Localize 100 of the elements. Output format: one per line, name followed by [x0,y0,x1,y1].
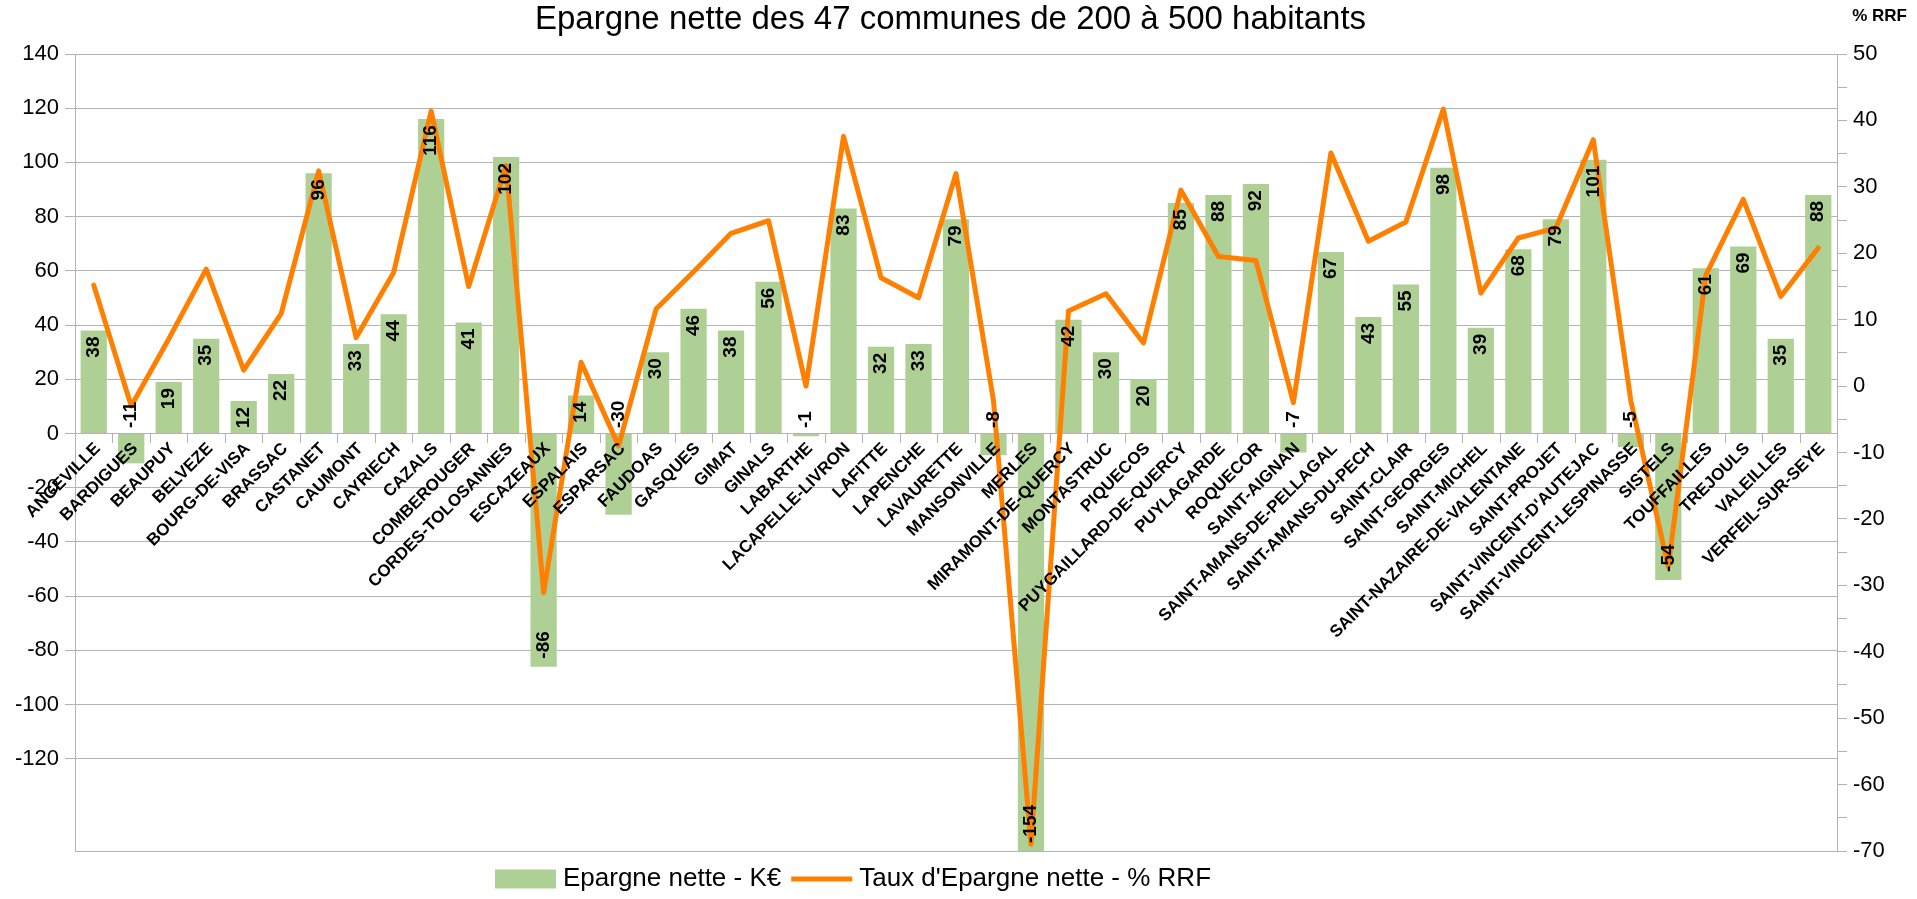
bar [1355,316,1382,434]
data-label: 96 [306,179,328,201]
y-tick-label: 100 [22,148,59,174]
data-label: 98 [1431,173,1453,195]
data-label: -5 [1619,410,1641,429]
legend-label: Epargne nette - K€ [562,862,782,893]
y2-tick-label: 20 [1853,239,1878,265]
data-label: 38 [719,336,741,358]
y2-axis-title: % RRF [1852,5,1907,25]
legend-label: Taux d'Epargne nette - % RRF [859,862,1212,893]
data-label: 79 [944,225,966,247]
bar [80,330,107,434]
data-label: 56 [756,287,778,309]
bar [1505,249,1532,434]
data-label: 88 [1206,200,1228,223]
y2-tick-label: -50 [1853,704,1885,730]
data-label: 39 [1469,333,1491,355]
y-tick-label: 60 [34,256,59,282]
y2-tick-label: 10 [1853,305,1878,331]
bar [305,173,332,434]
data-label: -54 [1656,544,1678,572]
data-label: 12 [231,406,253,429]
bar [1805,194,1832,434]
data-label: 30 [1094,358,1116,380]
y2-tick-label: 40 [1853,106,1878,132]
data-label: -86 [531,631,553,659]
bar [830,208,857,434]
data-label: 33 [344,350,366,372]
data-label: 68 [1506,255,1528,277]
y-tick-label: 20 [34,365,59,391]
data-label: 69 [1731,252,1753,274]
bar [1730,246,1757,434]
data-label: 101 [1581,165,1603,198]
bar [455,322,482,434]
bar [380,314,407,434]
data-label: 85 [1169,208,1191,231]
data-label: -11 [119,401,141,429]
data-label: 35 [1769,344,1790,366]
bar [1092,352,1120,434]
bar [1317,251,1345,434]
y-tick-label: 40 [34,311,59,337]
bar [755,281,782,434]
y2-tick-label: -30 [1853,571,1885,597]
data-label: 42 [1056,325,1078,347]
data-label: 44 [381,319,403,342]
y2-tick-label: -70 [1853,837,1885,863]
y-tick-label: -40 [27,528,59,554]
data-label: 22 [269,379,291,402]
bar [343,344,370,434]
data-label: 116 [419,125,441,156]
y2-tick-label: 0 [1853,372,1866,398]
bar [680,308,707,434]
bar [1205,194,1232,434]
data-label: 83 [831,214,853,236]
bar [193,338,220,434]
data-label: -1 [794,410,816,429]
bar [1542,219,1569,434]
data-label: -8 [981,411,1003,429]
data-label: 32 [869,352,891,374]
data-label: 46 [681,314,703,336]
y-tick-label: -80 [27,636,59,662]
data-label: 55 [1394,290,1416,312]
chart-title: Epargne nette des 47 communes de 200 à 500 habitants [534,0,1367,37]
y-tick-label: 80 [34,202,59,228]
data-label: 61 [1694,273,1716,296]
data-label: -154 [1019,804,1041,843]
y-tick-label: -60 [27,582,59,608]
data-label: 30 [644,358,666,380]
data-label: 33 [906,350,928,372]
bar [1167,203,1195,434]
y-tick-label: -100 [14,690,59,716]
data-label: 20 [1131,385,1153,407]
y2-tick-label: -60 [1853,770,1885,796]
y2-tick-label: 50 [1853,40,1878,66]
y2-tick-label: 30 [1853,172,1878,198]
data-label: 14 [569,401,591,423]
bar [1767,338,1794,434]
data-label: 41 [456,327,478,350]
bar [1242,184,1270,434]
data-label: 67 [1319,257,1341,280]
bar [1130,379,1157,434]
y2-tick-label: -20 [1853,504,1885,530]
data-label: 43 [1356,322,1378,345]
bar [418,119,445,434]
data-label: 35 [194,344,216,366]
bar [1392,284,1419,434]
data-label: 38 [81,336,103,358]
bar [717,330,745,434]
bar [1580,159,1607,434]
y-tick-label: 0 [46,419,59,445]
y-tick-label: 140 [22,40,59,66]
y-tick-label: 120 [22,94,59,120]
y-tick-label: -120 [14,744,59,770]
data-label: 19 [156,388,178,410]
data-label: -7 [1281,411,1303,429]
bar [867,346,895,434]
bar [1430,167,1457,434]
bar [792,434,820,437]
bar [942,219,970,434]
y2-tick-label: -10 [1853,438,1885,464]
